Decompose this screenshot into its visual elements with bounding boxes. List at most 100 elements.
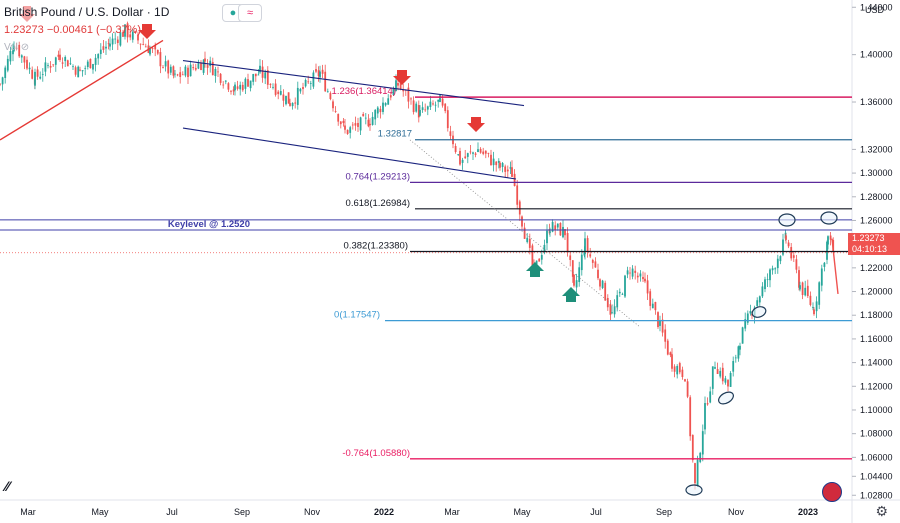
candle-body — [584, 238, 586, 255]
volume-label: Vol ⊘ — [4, 42, 30, 53]
down-arrow-icon — [19, 6, 35, 22]
x-tick-label: Sep — [234, 507, 250, 517]
candle-body — [417, 105, 420, 118]
channel-lower-line — [182, 127, 517, 180]
candle-body — [815, 301, 818, 312]
candle-body — [137, 34, 139, 41]
candle-body — [304, 79, 307, 87]
candle-body — [277, 91, 280, 95]
y-tick-label: 1.32000 — [860, 144, 893, 154]
candle-body — [749, 311, 752, 314]
candle-body — [214, 68, 217, 77]
indicator-icon[interactable]: ≈ — [238, 4, 262, 22]
candle-body — [676, 366, 679, 375]
candle-body — [472, 152, 474, 154]
candle-body — [13, 48, 15, 51]
candle-body — [176, 74, 179, 76]
eye-off-icon[interactable]: ⊘ — [20, 42, 30, 53]
candle-body — [546, 230, 548, 244]
candle-body — [282, 94, 285, 101]
candle-body — [382, 102, 384, 112]
candle-body — [86, 61, 89, 67]
y-tick-label: 1.20000 — [860, 287, 893, 297]
candle-body — [224, 80, 227, 82]
candle-body — [673, 366, 676, 372]
x-tick-label: May — [513, 507, 531, 517]
candle-body — [421, 107, 424, 110]
candle-body — [376, 107, 379, 114]
candle-body — [469, 151, 472, 153]
candle-body — [66, 60, 69, 67]
y-tick-label: 1.10000 — [860, 405, 893, 415]
y-tick-label: 1.36000 — [860, 97, 893, 107]
candle-body — [779, 256, 782, 262]
candle-body — [575, 280, 578, 288]
candle-body — [64, 56, 67, 62]
candle-body — [162, 67, 164, 69]
candle-body — [701, 431, 704, 455]
candle-body — [244, 78, 247, 89]
candle-body — [511, 167, 513, 177]
candle-body — [659, 320, 661, 326]
candle-body — [299, 88, 302, 92]
candle-body — [77, 66, 80, 78]
candle-body — [72, 66, 74, 68]
candle-body — [194, 67, 197, 70]
candle-body — [606, 297, 609, 308]
ellipse-marker — [820, 211, 838, 225]
candle-body — [241, 84, 244, 91]
fib-level-label: 0(1.17547) — [334, 310, 380, 321]
uk-flag-icon — [822, 482, 842, 502]
candle-body — [122, 32, 124, 37]
candle-body — [689, 397, 692, 437]
candle-body — [39, 76, 42, 79]
candle-body — [302, 87, 304, 90]
candle-body — [538, 258, 541, 262]
candle-body — [540, 255, 543, 260]
candle-body — [439, 95, 441, 103]
x-tick-label: May — [91, 507, 109, 517]
candle-body — [531, 245, 534, 266]
candle-body — [296, 87, 299, 105]
candle-body — [684, 379, 686, 382]
candle-body — [597, 269, 599, 279]
last-price: 1.23273 — [852, 233, 885, 243]
gear-icon[interactable]: ⚙ — [875, 503, 888, 519]
candle-body — [174, 73, 176, 75]
candle-body — [285, 95, 287, 105]
candle-body — [487, 152, 490, 154]
currency-label[interactable]: USD — [864, 5, 884, 15]
fib-level-label: 1.32817 — [378, 129, 412, 140]
candle-body — [167, 60, 170, 74]
y-tick-label: 1.08000 — [860, 429, 893, 439]
y-tick-label: 1.30000 — [860, 168, 893, 178]
candle-body — [432, 103, 434, 105]
y-tick-label: 1.06000 — [860, 452, 893, 462]
candle-body — [339, 121, 342, 125]
candle-body — [18, 44, 21, 57]
candle-body — [52, 64, 55, 66]
candle-body — [346, 129, 349, 134]
candle-body — [257, 74, 260, 76]
candle-body — [354, 123, 357, 126]
x-tick-label: Mar — [444, 507, 460, 517]
candle-body — [332, 101, 334, 109]
up-arrow-icon — [562, 287, 580, 302]
candle-body — [599, 279, 601, 287]
candle-body — [219, 73, 222, 83]
y-tick-label: 1.26000 — [860, 215, 893, 225]
candle-body — [626, 270, 629, 275]
candle-body — [518, 201, 521, 215]
candle-body — [232, 89, 235, 92]
candle-body — [569, 255, 572, 260]
candle-body — [711, 366, 714, 389]
candle-body — [646, 280, 649, 294]
candle-body — [144, 46, 147, 48]
candle-body — [551, 221, 554, 232]
y-tick-label: 1.18000 — [860, 310, 893, 320]
candle-body — [329, 93, 332, 100]
candle-body — [309, 83, 312, 84]
candle-body — [179, 72, 182, 77]
candle-body — [543, 244, 546, 253]
